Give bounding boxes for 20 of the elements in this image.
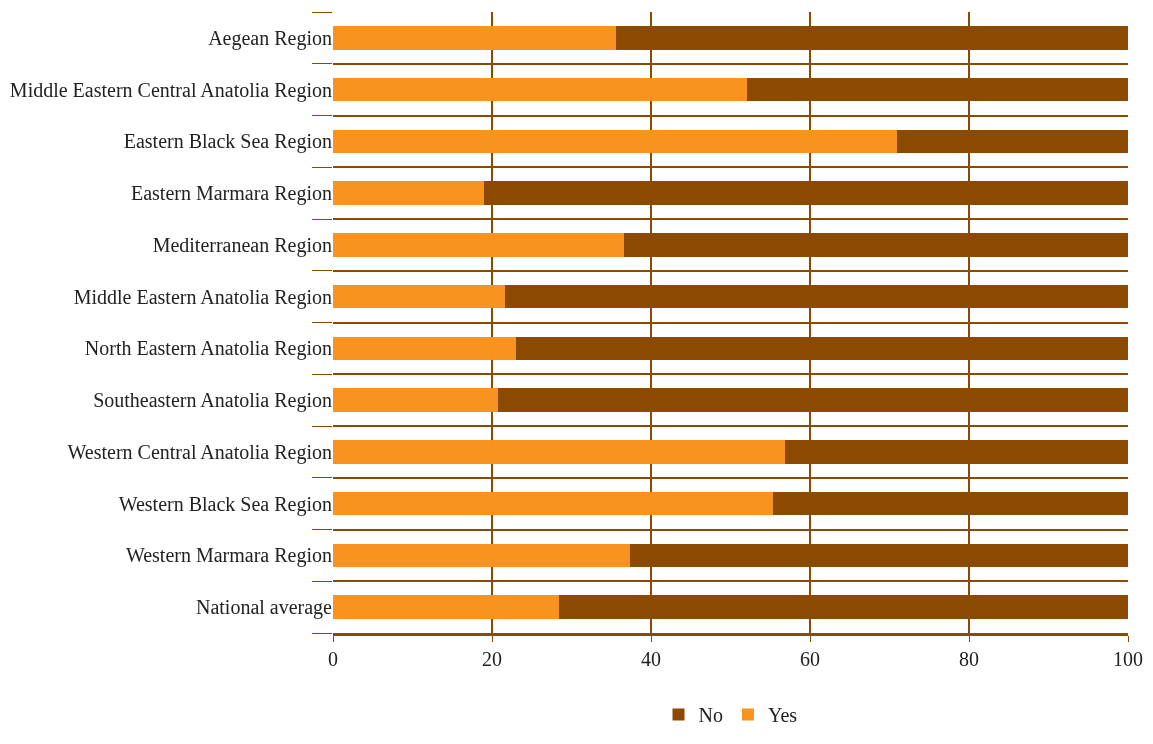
y-tick-label: Middle Eastern Anatolia Region [73, 285, 332, 309]
y-tick-label: Western Central Anatolia Region [67, 440, 332, 464]
x-tick-label: 20 [482, 648, 502, 670]
x-tick-label: 80 [959, 648, 979, 670]
y-tick-label: Eastern Marmara Region [130, 182, 332, 206]
x-tick-label: 0 [328, 648, 338, 670]
legend-label: No [698, 704, 723, 727]
legend-label: Yes [767, 704, 798, 727]
x-tick-label: 60 [800, 648, 820, 670]
x-tick-label: 100 [1113, 648, 1143, 670]
y-tick-label: Western Marmara Region [125, 544, 332, 568]
y-tick-label: Middle Eastern Central Anatolia Region [9, 78, 332, 102]
y-tick-label: Mediterranean Region [152, 233, 332, 257]
y-tick-label: Aegean Region [208, 26, 332, 50]
y-tick-label: Southeastern Anatolia Region [93, 389, 332, 413]
y-tick-label: Eastern Black Sea Region [123, 130, 332, 154]
y-tick-label: North Eastern Anatolia Region [84, 337, 332, 361]
y-tick-label: Western Black Sea Region [118, 492, 332, 516]
y-tick-label: National average [195, 596, 333, 620]
x-tick-label: 40 [641, 648, 661, 670]
